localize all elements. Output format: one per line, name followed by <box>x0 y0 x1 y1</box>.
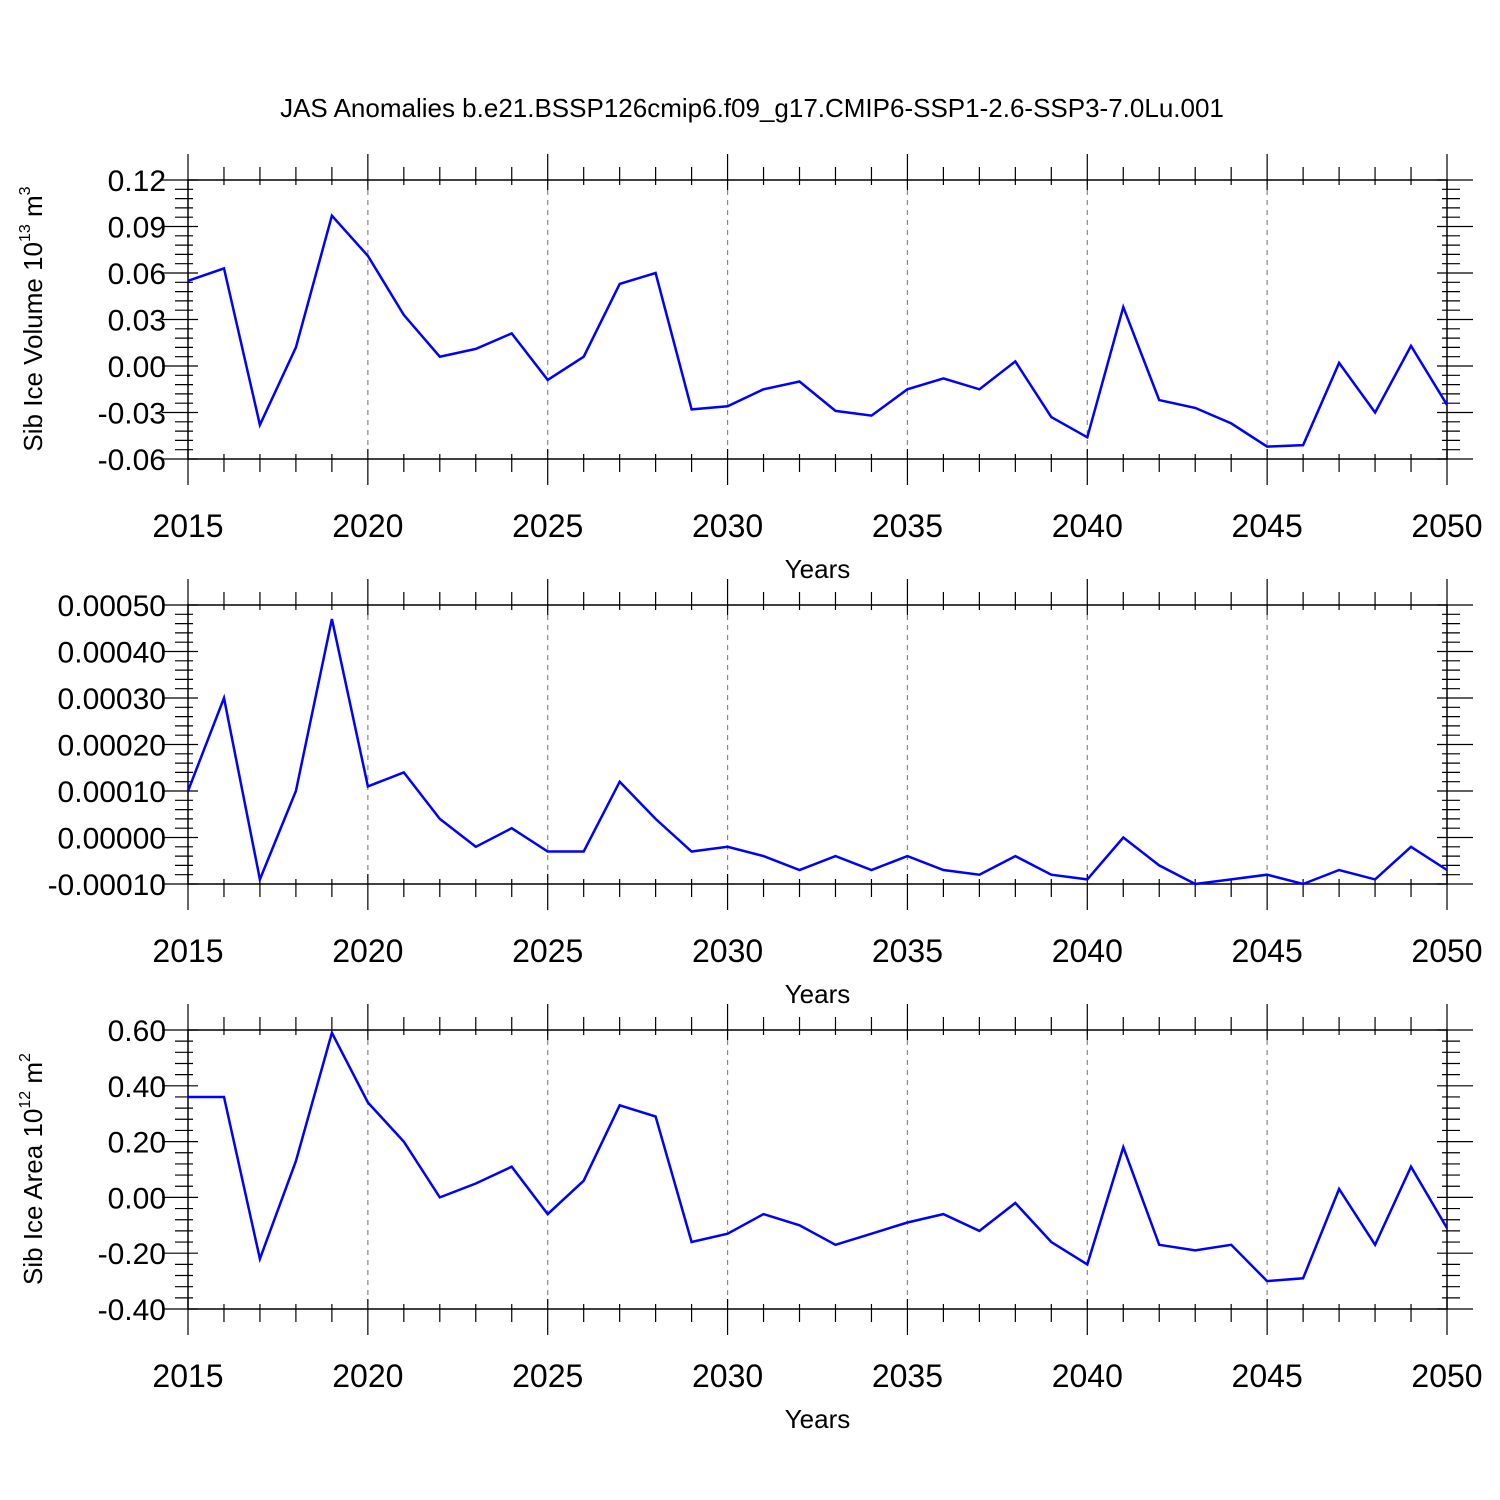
plot-frame <box>187 604 1448 885</box>
y-tick-label: -0.06 <box>98 444 166 477</box>
x-tick-label: 2025 <box>512 508 583 544</box>
figure-title: JAS Anomalies b.e21.BSSP126cmip6.f09_g17… <box>280 93 1224 123</box>
x-axis-label: Years <box>785 1404 851 1434</box>
y-tick-label: 0.00000 <box>58 823 166 856</box>
x-tick-label: 2025 <box>512 933 583 969</box>
x-tick-label: 2040 <box>1052 508 1123 544</box>
y-tick-label: 0.12 <box>108 165 166 198</box>
x-tick-label: 2020 <box>332 1358 403 1394</box>
series-line <box>186 618 1448 886</box>
series-line <box>187 213 1449 448</box>
y-tick-label: 0.00 <box>108 351 166 384</box>
y-tick-label: 0.00010 <box>58 776 166 809</box>
x-axis-label: Years <box>785 554 851 584</box>
y-axis-label-main: Sib Ice Volume 10 <box>18 242 48 452</box>
x-tick-label: 2030 <box>692 1358 763 1394</box>
x-tick-label: 2020 <box>332 933 403 969</box>
y-axis-label-unit-exponent: 2 <box>17 1053 34 1062</box>
y-tick-label: 0.09 <box>108 212 166 245</box>
y-axis-label-unit: m <box>18 1062 48 1091</box>
x-tick-label: 2045 <box>1232 1358 1303 1394</box>
x-tick-label: 2050 <box>1411 508 1482 544</box>
y-tick-label: 0.03 <box>108 305 166 338</box>
x-tick-label: 2040 <box>1052 933 1123 969</box>
x-tick-label: 2050 <box>1411 1358 1482 1394</box>
y-tick-label: 0.00020 <box>58 730 166 763</box>
y-tick-label: 0.00030 <box>58 683 166 716</box>
y-axis-label-unit: m <box>18 195 48 224</box>
y-tick-label: 0.20 <box>108 1127 166 1160</box>
x-tick-label: 2050 <box>1411 933 1482 969</box>
x-tick-label: 2040 <box>1052 1358 1123 1394</box>
x-tick-label: 2015 <box>152 933 223 969</box>
x-tick-label: 2025 <box>512 1358 583 1394</box>
panel-middle: 0.00050 0.00040 0.00030 0.00020 0.00010 0.000… <box>48 579 1483 1009</box>
x-axis-label: Years <box>785 979 851 1009</box>
y-tick-label: 0.60 <box>108 1015 166 1048</box>
series-line <box>188 1029 1449 1283</box>
y-tick-label: -0.03 <box>98 398 166 431</box>
y-axis-label-exponent: 13 <box>17 224 34 242</box>
x-tick-label: 2015 <box>152 1358 223 1394</box>
x-tick-label: 2045 <box>1232 508 1303 544</box>
panel-sib-ice-area: 0.60 0.40 0.20 0.00 -0.20 -0.40 2015 2020 2025 20… <box>17 1004 1483 1434</box>
plot-frame <box>187 1029 1448 1310</box>
x-tick-label: 2030 <box>692 933 763 969</box>
panel-sib-ice-volume: 0.12 0.09 0.06 0.03 0.00 -0.03 -0.06 2015 2020 20… <box>17 154 1483 584</box>
y-tick-label: -0.20 <box>98 1238 166 1271</box>
y-tick-label: 0.00 <box>108 1182 166 1215</box>
y-axis-label-unit-exponent: 3 <box>17 186 34 195</box>
y-axis-label-exponent: 12 <box>17 1091 34 1109</box>
y-axis-label-main: Sib Ice Area 10 <box>18 1109 48 1285</box>
y-tick-label: -0.40 <box>98 1294 166 1327</box>
y-tick-label: 0.00040 <box>58 637 166 670</box>
y-tick-label: -0.00010 <box>48 869 166 902</box>
y-axis-label: Sib Ice Area 1012 m2 <box>17 1053 48 1285</box>
y-tick-label: 0.40 <box>108 1071 166 1104</box>
y-axis-label: Sib Ice Volume 1013 m3 <box>17 186 48 451</box>
x-tick-label: 2035 <box>872 933 943 969</box>
x-tick-label: 2030 <box>692 508 763 544</box>
plot-frame <box>187 179 1448 460</box>
x-tick-label: 2020 <box>332 508 403 544</box>
x-tick-label: 2035 <box>872 1358 943 1394</box>
x-tick-label: 2035 <box>872 508 943 544</box>
x-tick-label: 2045 <box>1232 933 1303 969</box>
y-tick-label: 0.06 <box>108 258 166 291</box>
x-tick-label: 2015 <box>152 508 223 544</box>
y-tick-label: 0.00050 <box>58 590 166 623</box>
